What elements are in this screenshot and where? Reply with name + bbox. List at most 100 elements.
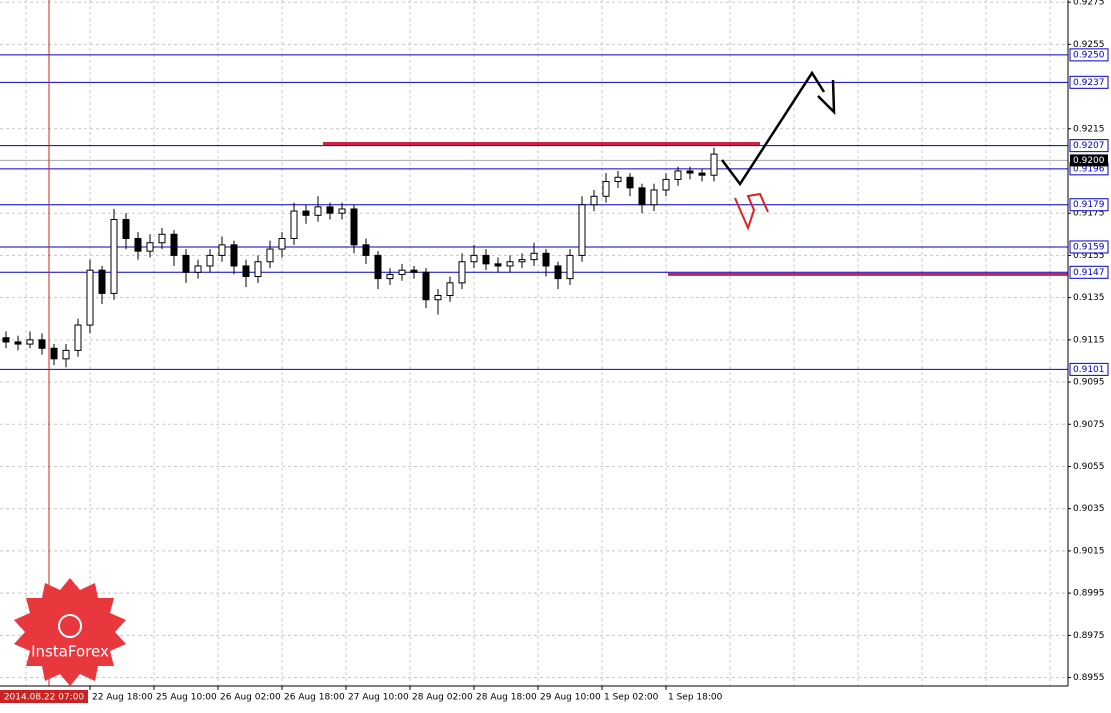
candle-body: [14, 341, 22, 345]
y-tick-label: 0.8995: [1073, 589, 1105, 599]
candle-body: [422, 271, 430, 301]
level-box: [1069, 362, 1109, 376]
cursor-box: [0, 690, 88, 703]
candle-body: [602, 181, 610, 197]
current-price-label: 0.9200: [1073, 156, 1105, 166]
level-label: 0.9101: [1073, 365, 1105, 375]
candle-body: [674, 170, 682, 180]
x-tick-label: 1 Sep 18:00: [668, 693, 723, 703]
y-tick-label: 0.9095: [1073, 378, 1105, 388]
candle-body: [530, 252, 538, 261]
logo-text: InstaForex: [31, 643, 109, 661]
candle-body: [50, 347, 58, 360]
candle-body: [38, 339, 46, 349]
candle-body: [290, 210, 298, 240]
candle-body: [338, 208, 346, 214]
candle-body: [170, 233, 178, 256]
y-tick-label: 0.9255: [1073, 40, 1105, 50]
candle-body: [506, 261, 514, 267]
x-tick-label: 1 Sep 02:00: [604, 693, 659, 703]
candle-body: [458, 261, 466, 284]
x-tick-label: 28 Aug 02:00: [412, 693, 473, 703]
candle-body: [26, 339, 34, 345]
y-tick-label: 0.9155: [1073, 251, 1105, 261]
candle-body: [566, 254, 574, 280]
candle-body: [542, 252, 550, 267]
level-box: [1069, 48, 1109, 62]
candle-body: [134, 238, 142, 252]
candle-body: [194, 265, 202, 273]
x-tick-label: 22 Aug 18:00: [92, 693, 153, 703]
forecast-arrowhead: [817, 79, 836, 116]
candle-body: [314, 206, 322, 216]
candle-body: [710, 153, 718, 176]
candle-body: [638, 187, 646, 206]
candle-body: [410, 269, 418, 273]
current-price-box: [1070, 154, 1108, 167]
alt-scenario: [734, 192, 769, 231]
candle-body: [698, 172, 706, 176]
candle-body: [662, 178, 670, 191]
candle-body: [146, 242, 154, 252]
candle-body: [242, 265, 250, 278]
candle-body: [626, 176, 634, 189]
level-box: [1069, 139, 1109, 153]
level-label: 0.9196: [1073, 164, 1105, 174]
candle-body: [686, 170, 694, 174]
level-label: 0.9179: [1073, 200, 1105, 210]
candle-body: [446, 282, 454, 297]
candle-body: [122, 219, 130, 240]
candle-body: [518, 259, 526, 263]
logo-badge: [14, 578, 126, 686]
candle-body: [554, 265, 562, 280]
candle-body: [182, 254, 190, 273]
level-label: 0.9159: [1073, 242, 1105, 252]
candle-body: [98, 269, 106, 294]
candle-body: [278, 238, 286, 250]
x-tick-label: 26 Aug 02:00: [220, 693, 281, 703]
candle-body: [590, 195, 598, 206]
y-tick-label: 0.9115: [1073, 335, 1105, 345]
x-tick-label: 26 Aug 18:00: [284, 693, 345, 703]
candle-body: [614, 176, 622, 183]
y-tick-label: 0.9055: [1073, 462, 1105, 472]
candle-body: [350, 208, 358, 246]
level-label: 0.9207: [1073, 141, 1105, 151]
level-box: [1069, 240, 1109, 254]
y-tick-label: 0.8955: [1073, 673, 1105, 683]
candle-body: [650, 189, 658, 206]
level-box: [1069, 75, 1109, 89]
candles: [2, 147, 718, 368]
logo: InstaForex: [14, 578, 126, 686]
y-tick-label: 0.9075: [1073, 420, 1105, 430]
candle-body: [494, 263, 502, 267]
level-label: 0.9250: [1073, 50, 1105, 60]
candle-body: [218, 244, 226, 256]
candle-body: [398, 269, 406, 275]
x-tick-label: 28 Aug 18:00: [476, 693, 537, 703]
candle-body: [482, 254, 490, 265]
level-box: [1069, 198, 1109, 212]
level-label: 0.9237: [1073, 78, 1105, 88]
candle-body: [110, 219, 118, 294]
candle-body: [266, 248, 274, 263]
logo-icon: [58, 614, 82, 638]
candle-body: [62, 349, 70, 360]
candle-body: [374, 254, 382, 280]
y-tick-label: 0.9175: [1073, 209, 1105, 219]
candle-body: [434, 295, 442, 301]
candle-body: [302, 210, 310, 216]
candle-body: [158, 233, 166, 244]
level-label: 0.9147: [1073, 268, 1105, 278]
candle-body: [254, 261, 262, 278]
candle-body: [578, 204, 586, 256]
candle-body: [2, 337, 10, 343]
candle-body: [386, 273, 394, 280]
level-box: [1069, 265, 1109, 279]
y-tick-label: 0.9275: [1073, 0, 1105, 8]
candle-body: [326, 206, 334, 214]
x-tick-label: 27 Aug 10:00: [348, 693, 409, 703]
candle-body: [362, 244, 370, 256]
